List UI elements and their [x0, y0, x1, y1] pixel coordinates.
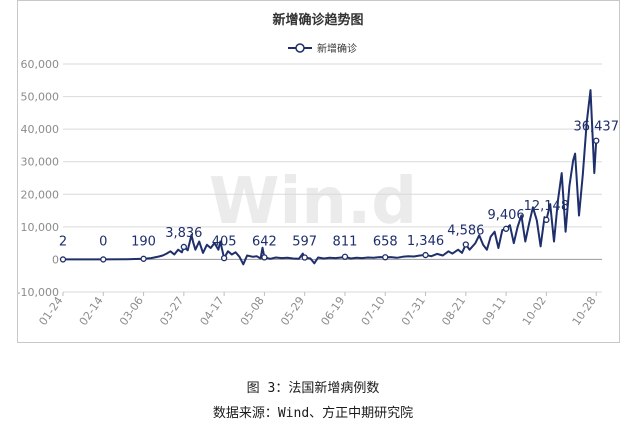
markers [59, 137, 600, 263]
x-tick-label: 05-08 [238, 294, 267, 328]
data-point-marker [422, 251, 429, 259]
x-tick-label: 10-28 [570, 294, 599, 328]
source-caption: 数据来源：Wind、方正中期研究院 [212, 406, 414, 421]
y-tick-label: 40,000 [21, 123, 60, 136]
figure-caption: 图 3：法国新增病例数 [246, 381, 380, 396]
x-axis: 01-24 02-14 03-06 03-27 04-17 05-08 05-29 06-19… [36, 292, 599, 328]
data-label: 0 [99, 234, 107, 249]
data-label: 405 [212, 234, 237, 249]
data-label: 190 [131, 234, 156, 249]
data-point-marker [59, 256, 67, 263]
chart-svg: 新增确诊趋势图 新增确诊 Win.d -10,000 0 10,000 20,000 3… [18, 12, 619, 328]
x-tick-label: 03-27 [157, 294, 186, 328]
x-tick-label: 05-29 [278, 294, 307, 328]
chart-frame: 新增确诊趋势图 新增确诊 Win.d -10,000 0 10,000 20,000 3… [17, 0, 620, 343]
y-tick-label: 60,000 [21, 58, 60, 71]
grid [63, 63, 602, 293]
data-point-marker [140, 255, 147, 262]
x-tick-label: 09-11 [480, 294, 509, 328]
data-label: 9,406 [487, 208, 524, 223]
data-label: 658 [373, 234, 398, 249]
data-point-marker [462, 241, 469, 248]
y-tick-label: 30,000 [21, 156, 60, 169]
legend-entry: 新增确诊 [317, 42, 357, 55]
data-point-marker [261, 254, 268, 261]
data-label: 811 [333, 234, 358, 249]
data-label: 2 [59, 234, 67, 249]
data-label: 12,148 [524, 199, 570, 214]
x-tick-label: 07-31 [399, 294, 428, 328]
x-tick-label: 02-14 [77, 294, 106, 328]
x-tick-label: 06-19 [318, 294, 347, 328]
y-tick-label: 50,000 [21, 91, 60, 104]
data-point-marker [220, 254, 228, 262]
data-point-marker [301, 254, 308, 261]
y-tick-label: -10,000 [18, 286, 59, 299]
legend-marker-icon [295, 43, 305, 53]
data-label: 597 [292, 234, 317, 249]
x-tick-label: 01-24 [36, 294, 65, 328]
data-label: 4,586 [447, 223, 484, 238]
x-tick-label: 08-21 [439, 294, 468, 328]
data-point-marker [593, 137, 600, 144]
data-point-marker [180, 243, 187, 251]
data-point-marker [382, 254, 389, 261]
x-tick-label: 04-17 [198, 294, 227, 328]
data-point-marker [502, 225, 510, 232]
data-point-marker [543, 216, 550, 224]
data-label: 36,437 [573, 120, 619, 135]
x-tick-label: 10-02 [520, 294, 549, 328]
series-line [63, 89, 598, 266]
data-point-marker [341, 253, 349, 260]
data-labels: 2 0 190 3,836 405 642 597 811 658 1,3464,5869,406… [59, 120, 619, 250]
data-label: 642 [252, 234, 277, 249]
y-axis: -10,000 0 10,000 20,000 30,000 40,000 50,000 60… [18, 58, 59, 299]
data-label: 3,836 [165, 226, 202, 241]
y-tick-label: 20,000 [21, 188, 60, 201]
data-point-marker [100, 256, 107, 263]
x-tick-label: 07-10 [359, 294, 388, 328]
x-tick-label: 03-06 [117, 294, 146, 328]
data-label: 1,346 [407, 234, 444, 249]
chart-title: 新增确诊趋势图 [272, 12, 363, 28]
y-tick-label: 10,000 [21, 221, 60, 234]
legend: 新增确诊 [288, 42, 357, 55]
watermark: Win.d [209, 165, 417, 239]
y-tick-label: 0 [52, 253, 59, 266]
